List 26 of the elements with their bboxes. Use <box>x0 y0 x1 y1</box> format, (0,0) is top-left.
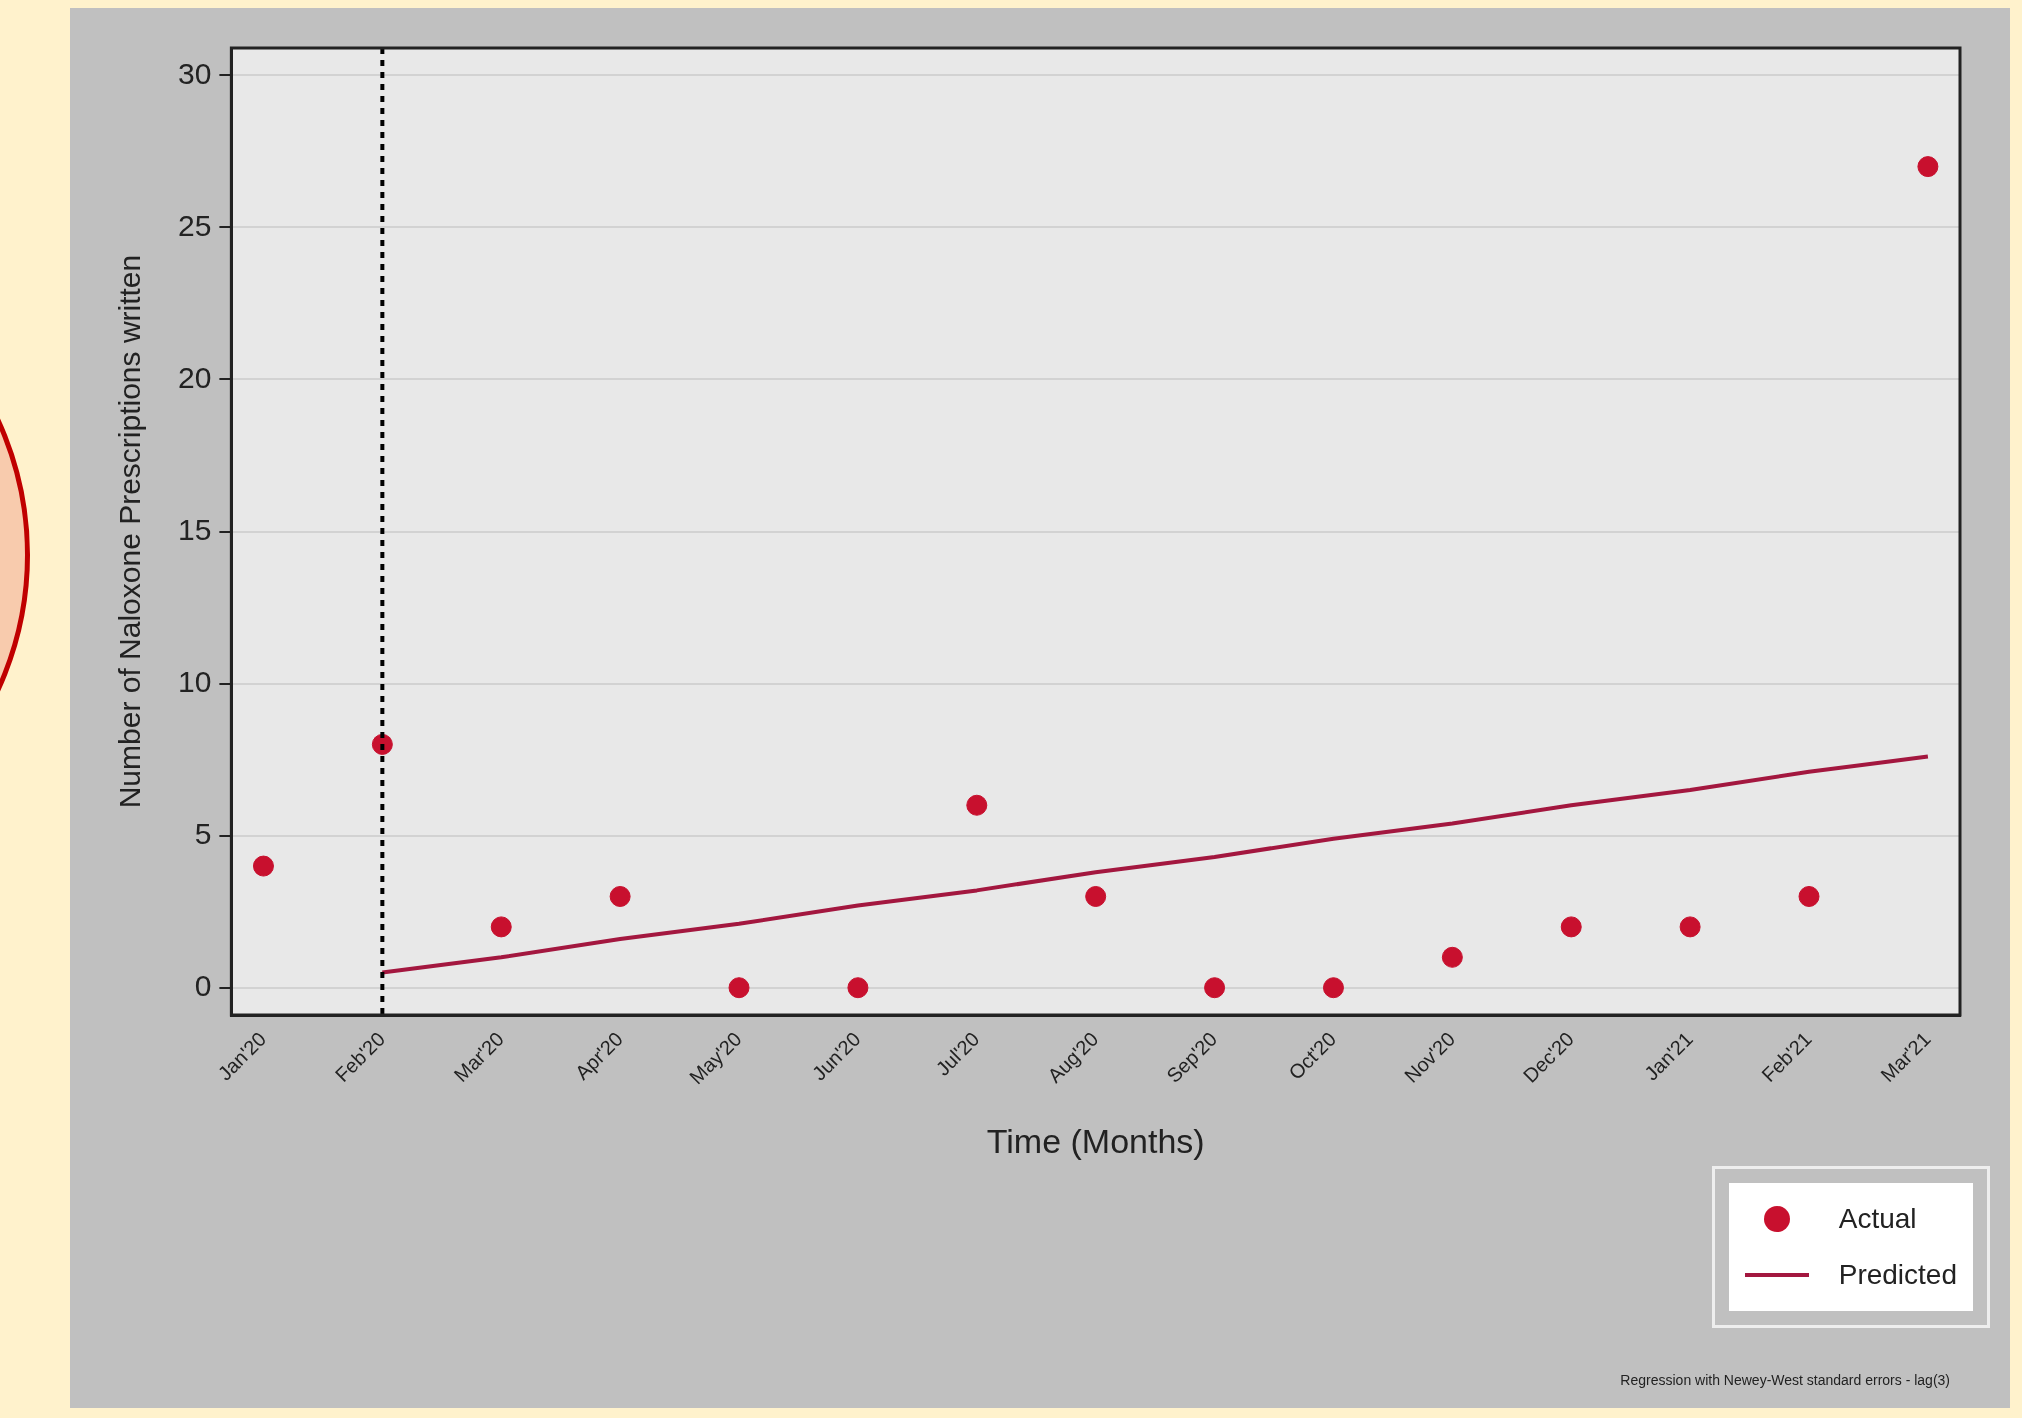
point <box>1798 885 1820 907</box>
point <box>1322 977 1344 999</box>
x-axis-title: Time (Months) <box>986 1121 1205 1160</box>
y-tick-label: 30 <box>177 56 212 90</box>
point <box>490 916 512 938</box>
point <box>1441 946 1463 968</box>
point <box>252 855 274 877</box>
point <box>1085 885 1107 907</box>
point <box>1204 977 1226 999</box>
point <box>728 977 750 999</box>
legend-label: Actual <box>1838 1203 1917 1235</box>
point <box>609 885 631 907</box>
point <box>1917 156 1939 178</box>
y-tick-label: 0 <box>194 968 212 1002</box>
y-tick-label: 20 <box>177 360 212 394</box>
legend-label: Predicted <box>1838 1259 1957 1291</box>
point <box>1560 916 1582 938</box>
y-tick-label: 5 <box>194 816 212 850</box>
y-tick-label: 10 <box>177 664 212 698</box>
point <box>847 977 869 999</box>
point <box>1679 916 1701 938</box>
y-tick-label: 25 <box>177 208 212 242</box>
y-axis-title: Number of Naloxone Prescriptions written <box>113 254 147 809</box>
text: Regression with Newey-West standard errors - lag(3) <box>1620 1372 1950 1388</box>
y-tick-label: 15 <box>177 512 212 546</box>
point <box>966 794 988 816</box>
